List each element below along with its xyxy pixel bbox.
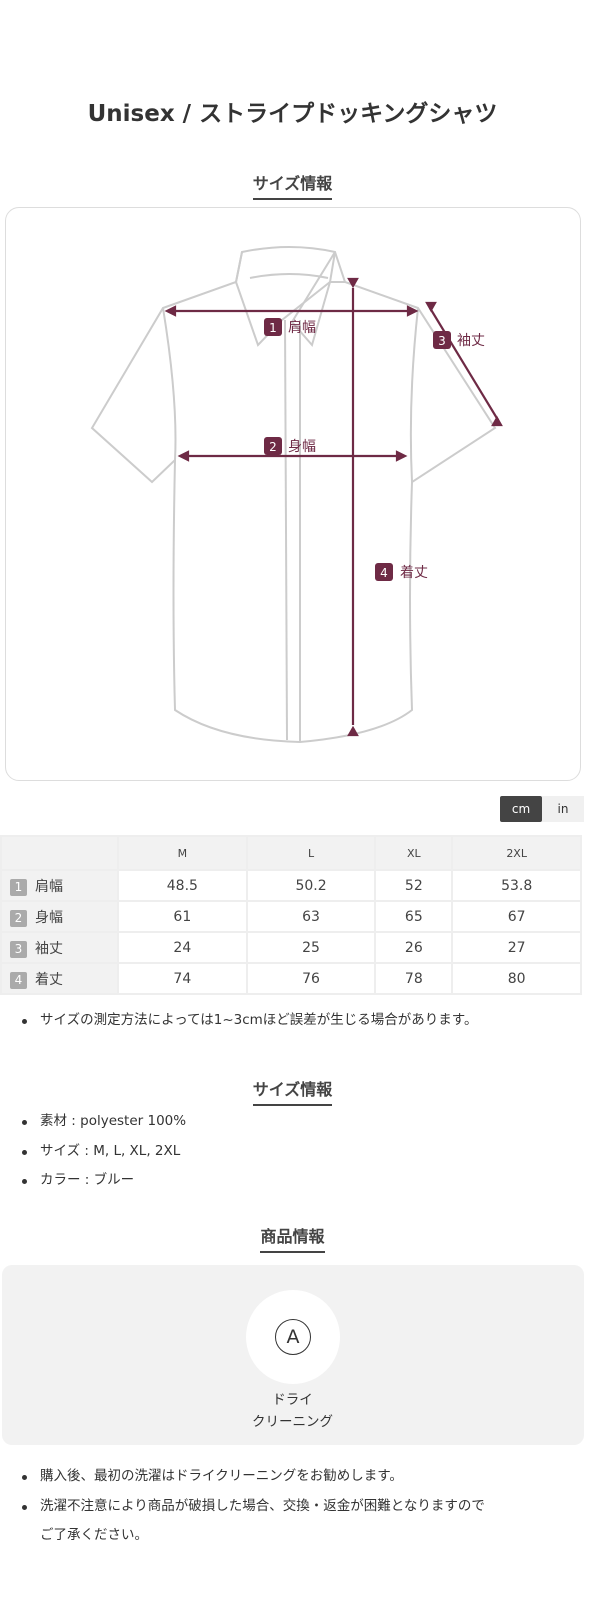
care-notes: 購入後、最初の洗濯はドライクリーニングをお勧めします。 洗濯不注意により商品が破… xyxy=(22,1462,485,1551)
spec-color: カラー : ブルー xyxy=(22,1166,186,1196)
table-row: 4 着丈 74 76 78 80 xyxy=(0,962,582,995)
table-row: 3 袖丈 24 25 26 27 xyxy=(0,931,582,964)
spec-list: 素材 : polyester 100% サイズ : M, L, XL, 2XL … xyxy=(22,1107,186,1196)
unit-cm-button[interactable]: cm xyxy=(500,796,542,822)
spec-material: 素材 : polyester 100% xyxy=(22,1107,186,1137)
product-title: Unisex / ストライプドッキングシャツ xyxy=(87,101,498,127)
size-diagram xyxy=(5,207,581,781)
table-header: M L XL 2XL xyxy=(0,835,582,871)
unit-toggle: cm in xyxy=(500,796,584,822)
size-note: サイズの測定方法によっては1~3cmほど誤差が生じる場合があります。 xyxy=(22,1006,477,1036)
care-note: 購入後、最初の洗濯はドライクリーニングをお勧めします。 xyxy=(22,1462,485,1492)
care-note-continued: ご了承ください。 xyxy=(40,1527,148,1543)
table-row: 1 肩幅 48.5 50.2 52 53.8 xyxy=(0,869,582,902)
unit-in-button[interactable]: in xyxy=(542,796,584,822)
spec-section-heading: サイズ情報 xyxy=(0,1076,585,1106)
size-note-list: サイズの測定方法によっては1~3cmほど誤差が生じる場合があります。 xyxy=(22,1006,477,1036)
size-section-heading: サイズ情報 xyxy=(0,170,585,200)
svg-text:肩幅: 肩幅 xyxy=(288,320,316,336)
care-note: 洗濯不注意により商品が破損した場合、交換・返金が困難となりますので xyxy=(22,1492,485,1522)
measure-lines xyxy=(164,277,503,737)
svg-text:4: 4 xyxy=(380,566,388,580)
svg-text:着丈: 着丈 xyxy=(400,565,428,581)
table-row: 2 身幅 61 63 65 67 xyxy=(0,900,582,933)
shirt-diagram: 1 肩幅 2 身幅 3 袖丈 4 着丈 xyxy=(90,246,503,744)
measure-labels: 1 肩幅 2 身幅 3 袖丈 4 着丈 xyxy=(264,318,485,581)
svg-text:2: 2 xyxy=(269,440,277,454)
svg-text:3: 3 xyxy=(438,334,446,348)
svg-text:1: 1 xyxy=(269,321,277,335)
spec-sizes: サイズ : M, L, XL, 2XL xyxy=(22,1137,186,1167)
product-section-heading: 商品情報 xyxy=(0,1223,585,1253)
svg-text:袖丈: 袖丈 xyxy=(457,333,485,349)
dry-clean-icon: A xyxy=(246,1290,340,1384)
care-label: ドライ クリーニング xyxy=(252,1392,333,1430)
svg-text:身幅: 身幅 xyxy=(288,439,316,455)
